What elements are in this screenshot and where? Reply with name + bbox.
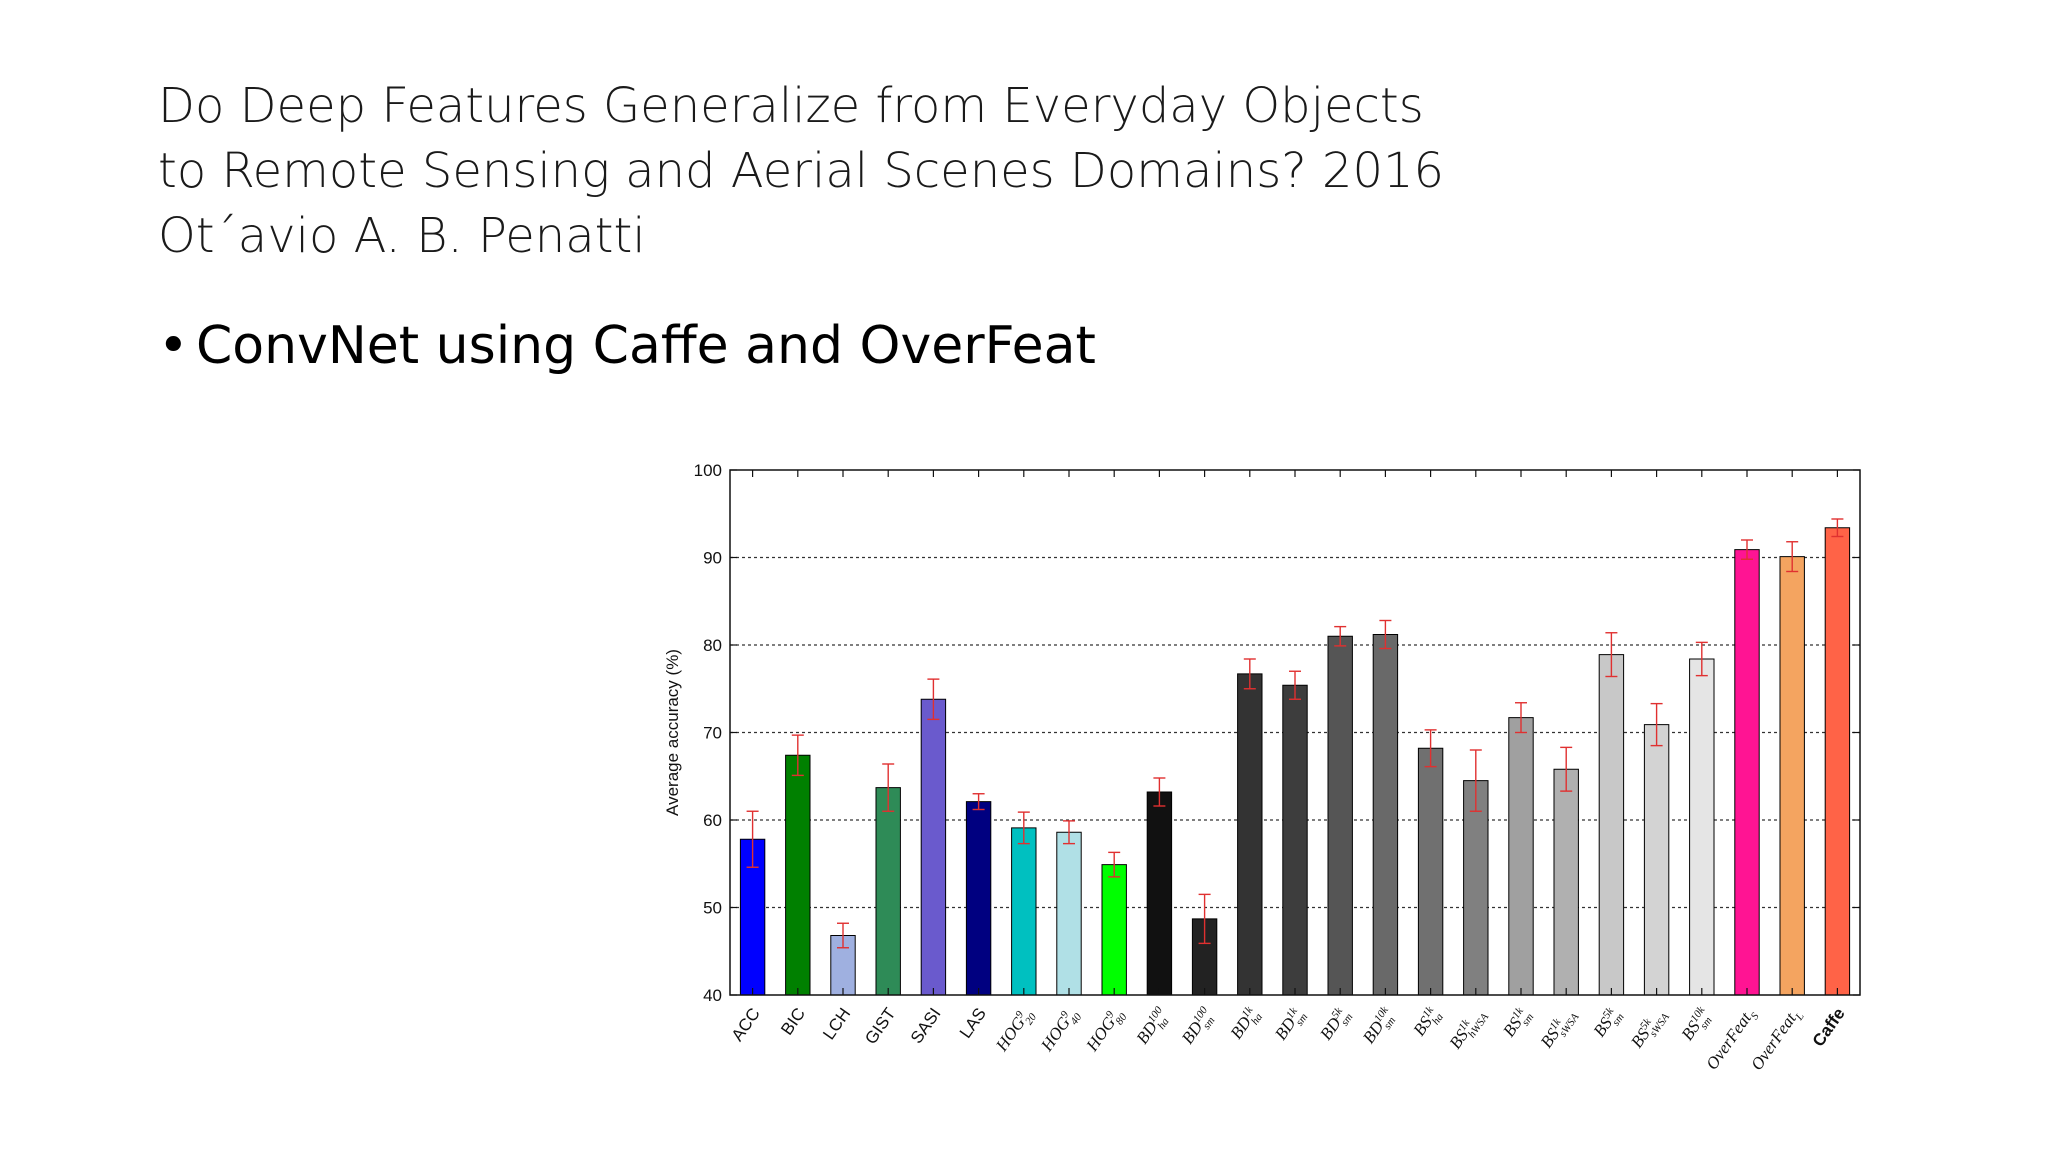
x-tick-label: BIC — [777, 1004, 809, 1038]
x-tick-label: BD5ksm — [1316, 1004, 1355, 1046]
x-tick-label: BD100sm — [1178, 1004, 1220, 1050]
bar — [1779, 556, 1805, 996]
x-tick-label: BD1kha — [1227, 1003, 1266, 1045]
title-line-3: Ot´avio A. B. Penatti — [158, 208, 646, 264]
x-tick-label: BS10ksm — [1678, 1003, 1718, 1046]
bar — [1598, 654, 1625, 996]
bar — [1372, 634, 1399, 996]
y-tick-label: 80 — [703, 636, 722, 655]
x-tick-label: SASI — [907, 1004, 945, 1047]
bar — [1056, 831, 1082, 996]
x-tick-label: BS5ksWSA — [1627, 1004, 1672, 1054]
plot-frame — [729, 469, 1861, 996]
x-tick-label: BD10ksm — [1359, 1003, 1401, 1049]
bar — [1734, 549, 1760, 996]
x-tick-label: BS1ksWSA — [1537, 1004, 1582, 1054]
x-tick-label: BS5ksm — [1590, 1004, 1627, 1043]
x-tick-label: BD100ha — [1133, 1004, 1175, 1050]
slide-title: Do Deep Features Generalize from Everyda… — [158, 74, 1658, 269]
title-line-2: to Remote Sensing and Aerial Scenes Doma… — [158, 143, 1445, 199]
bar — [920, 698, 947, 996]
y-tick-label: 50 — [703, 899, 722, 918]
bar-chart: 40 50 60 70 80 90 100 Average accuracy (%) ACC BI… — [663, 461, 1861, 1074]
y-tick-label: 60 — [703, 811, 722, 830]
bullet-item: • ConvNet using Caffe and OverFeat — [158, 316, 1096, 376]
x-tick-label: LCH — [819, 1004, 854, 1043]
bar — [1463, 780, 1489, 996]
x-tick-label: GIST — [861, 1004, 899, 1047]
x-tick-label: LAS — [956, 1004, 990, 1041]
bar — [1237, 673, 1263, 996]
bar — [1417, 747, 1444, 996]
y-tick-label: 40 — [703, 986, 722, 1005]
title-line-1: Do Deep Features Generalize from Everyda… — [158, 78, 1424, 134]
x-tick-label: BS1ksm — [1499, 1004, 1536, 1043]
x-tick-label: HOG980 — [1082, 1004, 1130, 1058]
bar — [785, 754, 811, 996]
bar — [1824, 527, 1851, 996]
bar — [965, 801, 992, 996]
bar — [1553, 768, 1579, 996]
bar — [1689, 658, 1715, 996]
bar — [1011, 827, 1037, 996]
bar — [1643, 724, 1670, 996]
bar — [1146, 791, 1173, 996]
bar — [875, 787, 901, 996]
y-tick-label: 70 — [703, 724, 722, 743]
y-tick-label: 100 — [694, 461, 722, 480]
bar — [1508, 717, 1534, 996]
x-tick-label: HOG940 — [1037, 1004, 1085, 1058]
x-tick-label: Caffe — [1809, 1004, 1849, 1050]
x-tick-label: BD1ksm — [1271, 1004, 1310, 1046]
bar — [1327, 635, 1353, 996]
y-tick-label: 90 — [703, 549, 722, 568]
x-tick-label: HOG920 — [991, 1004, 1039, 1058]
bar — [1101, 864, 1127, 996]
y-axis-label: Average accuracy (%) — [663, 649, 682, 816]
bullet-dot-icon: • — [158, 316, 189, 376]
x-tick-label: BS1khWSA — [1446, 1004, 1492, 1055]
x-tick-label: ACC — [728, 1004, 764, 1044]
bar — [1282, 684, 1308, 996]
bullet-text: ConvNet using Caffe and OverFeat — [196, 316, 1096, 376]
x-tick-label: BS1kha — [1410, 1003, 1447, 1042]
